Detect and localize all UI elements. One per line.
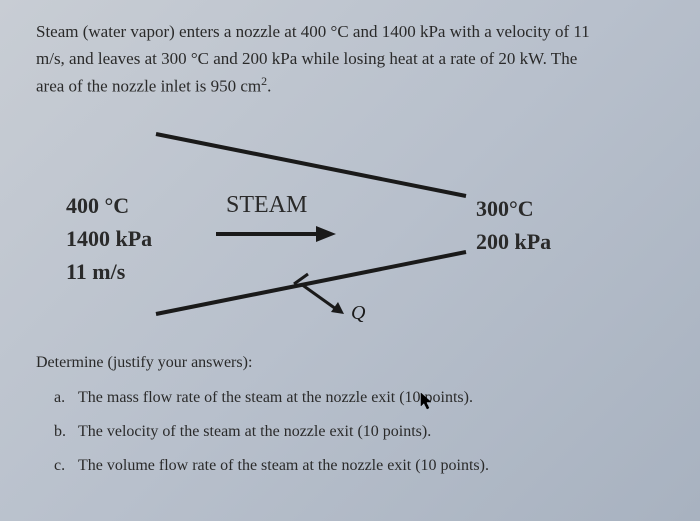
outlet-temperature: 300°C [476, 192, 551, 225]
flow-arrow-head [316, 226, 336, 242]
inlet-velocity: 11 m/s [66, 255, 152, 288]
heat-arrow-shaft [301, 284, 336, 309]
question-list: a.The mass flow rate of the steam at the… [36, 382, 672, 482]
question-a: a.The mass flow rate of the steam at the… [54, 382, 672, 414]
steam-label: STEAM [226, 192, 307, 219]
nozzle-diagram: Q 400 °C 1400 kPa 11 m/s STEAM 300°C 200… [36, 124, 636, 324]
outlet-conditions: 300°C 200 kPa [476, 192, 551, 258]
question-b: b.The velocity of the steam at the nozzl… [54, 416, 672, 448]
outlet-pressure: 200 kPa [476, 225, 551, 258]
inlet-pressure: 1400 kPa [66, 222, 152, 255]
nozzle-top-line [156, 134, 466, 196]
cursor-icon [420, 392, 434, 415]
problem-line-3: area of the nozzle inlet is 950 cm2. [36, 72, 672, 100]
problem-line-2: m/s, and leaves at 300 °C and 200 kPa wh… [36, 45, 672, 72]
problem-line-1: Steam (water vapor) enters a nozzle at 4… [36, 18, 672, 45]
question-c: c.The volume flow rate of the steam at t… [54, 450, 672, 482]
problem-statement: Steam (water vapor) enters a nozzle at 4… [36, 18, 672, 100]
nozzle-bottom-line [156, 252, 466, 314]
determine-heading: Determine (justify your answers): [36, 354, 672, 372]
inlet-conditions: 400 °C 1400 kPa 11 m/s [66, 189, 152, 288]
inlet-temperature: 400 °C [66, 189, 152, 222]
heat-symbol-text: Q [351, 302, 366, 324]
